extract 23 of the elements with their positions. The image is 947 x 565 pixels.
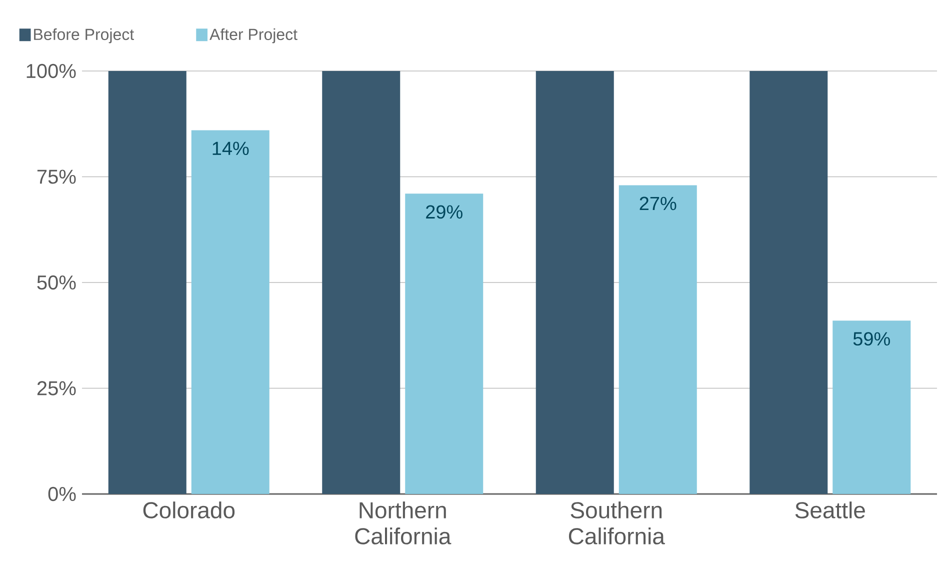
annotation: 59% [853, 332, 890, 346]
legend-label: After Project [210, 28, 298, 44]
annotation: 29% [426, 205, 462, 219]
x-tick-label: Colorado [143, 502, 235, 518]
y-tick-label: 0% [48, 486, 76, 502]
bar [108, 70, 186, 494]
y-tick-label: 75% [37, 170, 76, 184]
bar [322, 70, 400, 494]
annotation: 27% [640, 196, 676, 210]
y-tick-label: 50% [37, 275, 76, 290]
bar [536, 70, 614, 494]
y-tick-label: 25% [37, 381, 76, 396]
x-tick-label: Northern California [355, 502, 452, 544]
bar [750, 70, 828, 494]
bar [405, 194, 484, 494]
bar [832, 320, 911, 494]
bar [191, 130, 270, 494]
y-tick-label: 100% [26, 64, 76, 78]
annotation: 14% [212, 142, 249, 156]
bar [618, 185, 697, 494]
legend-label: Before Project [34, 28, 134, 44]
x-tick-label: Seattle [795, 502, 865, 518]
x-tick-label: Southern California [568, 502, 665, 544]
